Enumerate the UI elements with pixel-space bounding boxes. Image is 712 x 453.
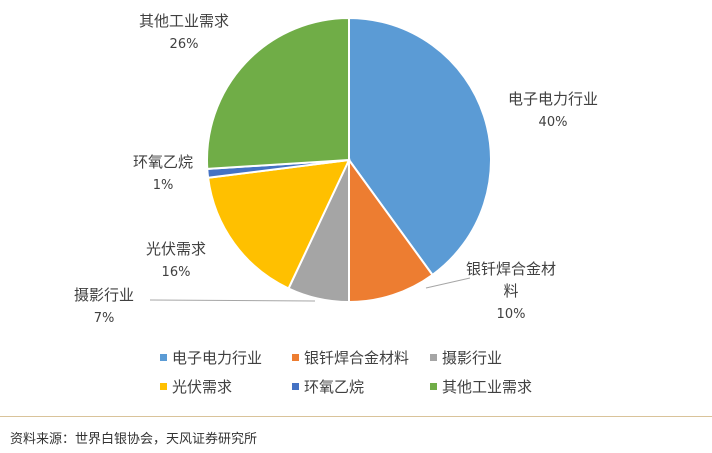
leader-line-2 xyxy=(149,299,316,302)
slice-percent-label-4: 1% xyxy=(153,178,174,193)
legend-label-2: 摄影行业 xyxy=(442,349,502,367)
slice-percent-label-5: 26% xyxy=(170,37,199,52)
leader-lines xyxy=(149,277,471,302)
pie-slice-1 xyxy=(348,156,434,304)
legend-swatch-5 xyxy=(430,383,437,390)
legend-swatch-2 xyxy=(430,354,437,361)
legend-label-0: 电子电力行业 xyxy=(172,349,262,367)
legend-label-3: 光伏需求 xyxy=(172,378,232,396)
slice-labels: 电子电力行业 40% 银钎焊合金材料 10% 摄影行业 7% 光伏需求 16% 环氧乙烷 1% 其他… xyxy=(74,12,598,326)
legend-swatch-4 xyxy=(292,383,299,390)
slice-percent-label-2: 7% xyxy=(94,311,115,326)
slice-percent-label-0: 40% xyxy=(539,115,568,130)
slice-name-label-1: 银钎焊合金材 xyxy=(466,260,556,278)
legend-label-5: 其他工业需求 xyxy=(442,378,532,396)
slice-percent-label-1: 10% xyxy=(497,307,526,322)
legend-swatch-3 xyxy=(160,383,167,390)
pie-chart: 电子电力行业 40% 银钎焊合金材料 10% 摄影行业 7% 光伏需求 16% 环氧乙烷 1% 其他… xyxy=(74,12,598,396)
slice-name-label-2: 摄影行业 xyxy=(74,286,134,304)
pie-slice-0 xyxy=(348,16,492,277)
leader-line-1 xyxy=(425,277,471,289)
legend-swatch-0 xyxy=(160,354,167,361)
slice-name-label-5: 其他工业需求 xyxy=(139,12,229,30)
slice-name-label-0: 电子电力行业 xyxy=(508,90,598,108)
slice-percent-label-3: 16% xyxy=(162,265,191,280)
legend-label-1: 银钎焊合金材料 xyxy=(304,349,409,367)
legend-swatch-1 xyxy=(292,354,299,361)
source-footer: 资料来源：世界白银协会，天风证券研究所 xyxy=(0,416,712,453)
slice-name-label-4: 环氧乙烷 xyxy=(133,153,193,171)
slice-name-label-3: 光伏需求 xyxy=(146,240,206,258)
pie-slice-5 xyxy=(206,16,350,170)
pie-slices xyxy=(206,16,492,304)
slice-name-label-1: 料 xyxy=(503,282,518,300)
source-note: 资料来源：世界白银协会，天风证券研究所 xyxy=(10,432,258,447)
pie-slice-3 xyxy=(207,158,351,290)
legend-label-4: 环氧乙烷 xyxy=(304,378,364,396)
